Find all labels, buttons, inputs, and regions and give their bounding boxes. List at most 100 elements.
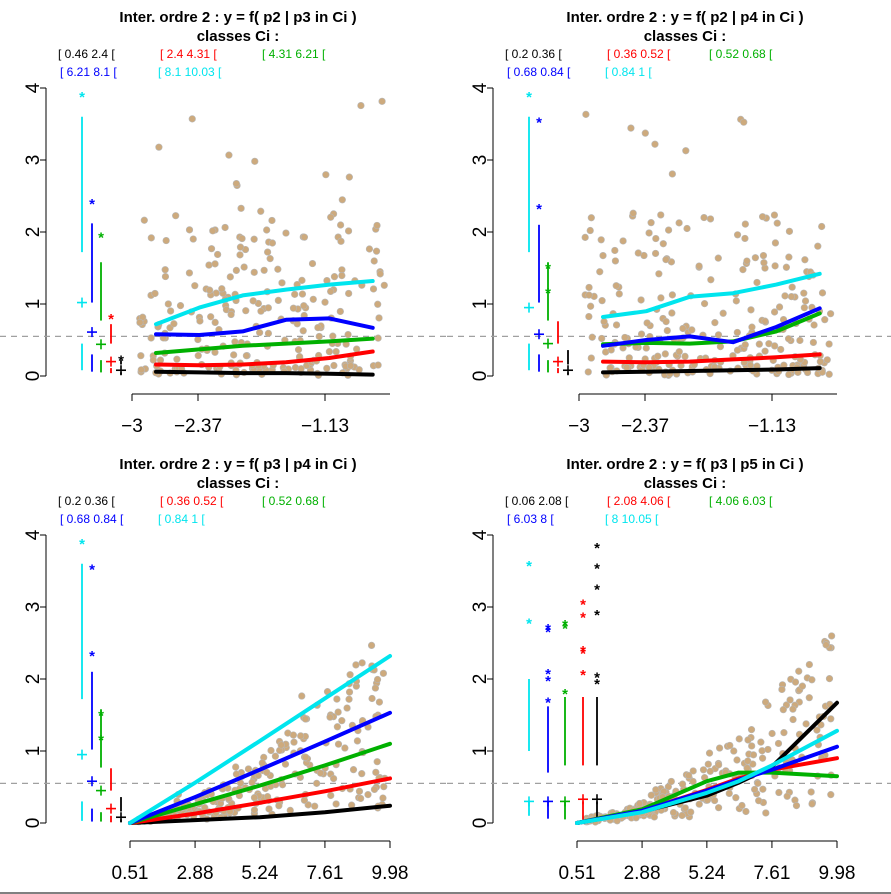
data-point	[291, 290, 299, 298]
data-point	[647, 791, 655, 799]
data-point	[267, 746, 275, 755]
data-point	[764, 745, 772, 754]
data-point	[733, 231, 742, 239]
data-point	[627, 124, 635, 132]
data-point	[655, 270, 663, 278]
summary-outlier: *	[580, 667, 586, 684]
data-point	[240, 263, 248, 271]
data-point	[209, 227, 217, 235]
data-point	[739, 266, 747, 274]
y-tick-label: 0	[23, 818, 44, 829]
data-point	[681, 804, 689, 812]
data-point	[775, 303, 784, 311]
data-point	[345, 289, 353, 298]
data-point	[349, 766, 358, 774]
series-line	[575, 728, 839, 825]
data-point	[167, 307, 175, 315]
data-point	[258, 759, 266, 767]
data-point	[140, 216, 148, 224]
data-point	[784, 335, 793, 343]
x-tick-label: 7.61	[753, 863, 790, 884]
data-point	[333, 723, 341, 731]
chart-title: Inter. ordre 2 : y = f( p3 | p5 in Ci )	[566, 456, 803, 473]
data-point	[814, 242, 822, 250]
data-point	[742, 807, 750, 816]
y-tick-label: 1	[23, 746, 44, 757]
data-point	[372, 247, 381, 255]
data-point	[706, 215, 715, 223]
data-point	[313, 779, 321, 787]
legend-entry: [ 0.84 1 [	[605, 65, 652, 79]
data-point	[587, 302, 595, 310]
data-point	[725, 789, 733, 798]
data-point	[668, 309, 676, 317]
data-point	[689, 777, 697, 786]
data-point	[662, 317, 670, 326]
data-point	[771, 262, 779, 270]
summary-outlier: *	[580, 643, 586, 660]
data-point	[353, 737, 362, 745]
data-point	[232, 179, 240, 188]
x-axis: −3 −2.37 −1.13	[121, 393, 390, 437]
data-point	[753, 278, 761, 287]
legend-entry: [ 0.46 2.4 [	[58, 47, 115, 61]
y-tick-label: 0	[470, 818, 491, 829]
data-point	[264, 248, 272, 256]
summary-outlier: *	[98, 708, 104, 725]
data-point	[787, 293, 796, 301]
data-point	[652, 234, 660, 243]
y-tick-label: 4	[23, 82, 44, 93]
chart-subtitle: classes Ci :	[644, 28, 727, 45]
data-point	[716, 343, 725, 351]
data-point	[796, 336, 804, 345]
panel-3: Inter. ordre 2 : y = f( p3 | p4 in Ci ) c…	[0, 456, 447, 884]
data-point	[825, 675, 834, 683]
series-line	[128, 654, 392, 825]
data-point	[172, 212, 180, 220]
data-point	[821, 316, 829, 324]
data-point	[668, 170, 676, 178]
data-point	[286, 806, 294, 814]
legend-entry: [ 0.36 0.52 [	[607, 47, 671, 61]
data-point	[786, 696, 794, 704]
legend-entry: [ 2.4 4.31 [	[160, 47, 217, 61]
data-point	[336, 307, 344, 316]
data-point	[678, 811, 686, 820]
data-point	[369, 285, 378, 293]
data-point	[741, 234, 749, 243]
x-tick-label: −2.37	[621, 416, 669, 437]
data-point	[364, 791, 372, 799]
data-point	[301, 715, 309, 723]
legend-entry: [ 0.52 0.68 [	[262, 494, 326, 508]
data-point	[733, 346, 742, 354]
data-point	[581, 233, 589, 241]
data-point	[230, 351, 238, 359]
summary-outlier: *	[545, 624, 551, 641]
data-point	[298, 290, 307, 298]
data-point	[147, 334, 155, 342]
data-point	[641, 129, 649, 137]
legend-entry: [ 0.68 0.84 [	[60, 512, 124, 526]
data-point	[707, 276, 715, 284]
legend-entry: [ 0.36 0.52 [	[160, 494, 224, 508]
data-point	[191, 282, 199, 290]
data-point	[751, 785, 759, 794]
data-point	[762, 698, 770, 706]
summary-outlier: *	[545, 695, 551, 712]
x-tick-label: −1.13	[301, 416, 349, 437]
series-line	[601, 271, 822, 319]
data-point	[802, 720, 810, 728]
data-point	[268, 239, 277, 247]
data-point	[374, 300, 382, 308]
data-point	[214, 250, 222, 259]
data-point	[156, 356, 165, 364]
x-tick-label: −3	[568, 416, 590, 437]
panel-4: Inter. ordre 2 : y = f( p3 | p5 in Ci ) c…	[447, 456, 891, 884]
data-point	[370, 785, 379, 794]
data-point	[173, 355, 181, 363]
data-point	[695, 800, 703, 808]
y-tick-label: 2	[470, 674, 491, 685]
data-point	[652, 786, 660, 794]
data-point	[357, 794, 365, 803]
legend-entry: [ 4.31 6.21 [	[262, 47, 326, 61]
